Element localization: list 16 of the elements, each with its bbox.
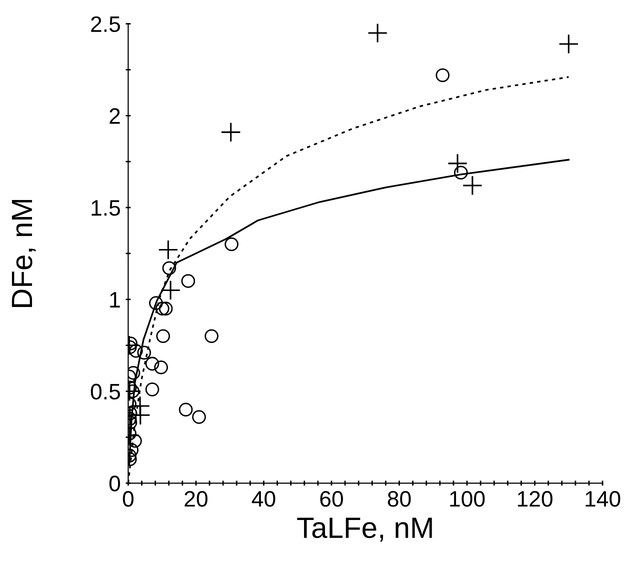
x-tick-label: 100 [450, 491, 485, 507]
y-tick-label: 1 [110, 292, 120, 308]
x-tick-label: 0 [122, 491, 134, 507]
y-tick-label: 2.5 [91, 16, 120, 32]
x-tick-label: 140 [586, 491, 620, 507]
x-tick-label: 80 [388, 491, 411, 507]
y-tick-label: 0.5 [90, 384, 120, 400]
y-tick-label: 2 [110, 108, 120, 124]
x-tick-label: 40 [252, 491, 276, 507]
y-tick-label: 1.5 [92, 200, 120, 216]
y-tick-label: 0 [109, 476, 120, 492]
x-tick-label: 60 [320, 491, 343, 507]
x-tick-label: 20 [184, 491, 208, 507]
x-tick-label: 120 [518, 491, 552, 507]
y-axis-title: DFe, nM [12, 200, 36, 307]
x-axis-title: TaLFe, nM [297, 518, 432, 542]
